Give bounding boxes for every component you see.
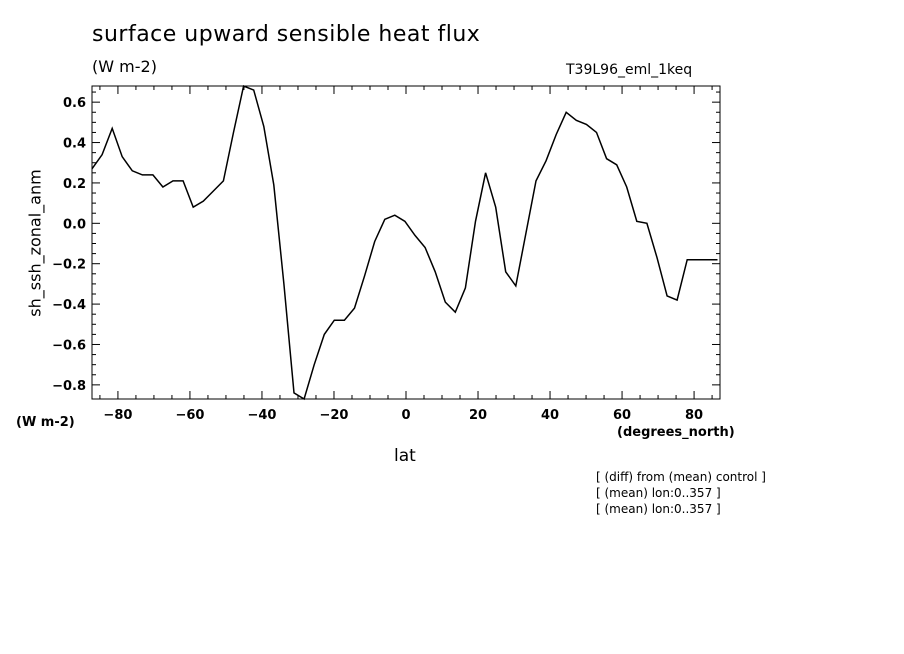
x-tick-label: 80 xyxy=(685,408,703,423)
run-name: T39L96_eml_1keq xyxy=(566,62,693,78)
y-axis-title: sh_ssh_zonal_anm xyxy=(25,169,45,317)
series-line xyxy=(91,84,718,401)
note-line: [ (mean) lon:0..357 ] xyxy=(596,486,721,500)
y-axis-units: (W m-2) xyxy=(16,415,75,430)
y-tick-label: −0.2 xyxy=(52,258,86,273)
x-axis-units: (degrees_north) xyxy=(617,425,735,440)
x-tick-label: −40 xyxy=(247,408,276,423)
note-line: [ (mean) lon:0..357 ] xyxy=(596,502,721,516)
chart-units: (W m-2) xyxy=(92,57,157,76)
chart-title: surface upward sensible heat flux xyxy=(92,22,481,47)
y-tick-label: 0.4 xyxy=(63,137,86,152)
processing-notes: [ (diff) from (mean) control ] [ (mean) … xyxy=(596,469,766,517)
x-tick-label: 40 xyxy=(541,408,559,423)
y-tick-label: 0.0 xyxy=(63,217,86,232)
y-tick-label: −0.4 xyxy=(52,298,86,313)
y-tick-label: 0.2 xyxy=(63,177,86,192)
x-tick-label: 60 xyxy=(613,408,631,423)
y-tick-label: −0.8 xyxy=(52,379,86,394)
note-line: [ (diff) from (mean) control ] xyxy=(596,470,766,484)
y-tick-label: 0.6 xyxy=(63,96,86,111)
plot-frame xyxy=(91,85,721,400)
x-tick-label: −60 xyxy=(175,408,204,423)
x-tick-label: −80 xyxy=(103,408,132,423)
x-axis-title: lat xyxy=(394,446,416,466)
x-tick-label: −20 xyxy=(319,408,348,423)
x-tick-label: 0 xyxy=(401,408,410,423)
x-tick-label: 20 xyxy=(469,408,487,423)
y-tick-label: −0.6 xyxy=(52,338,86,353)
